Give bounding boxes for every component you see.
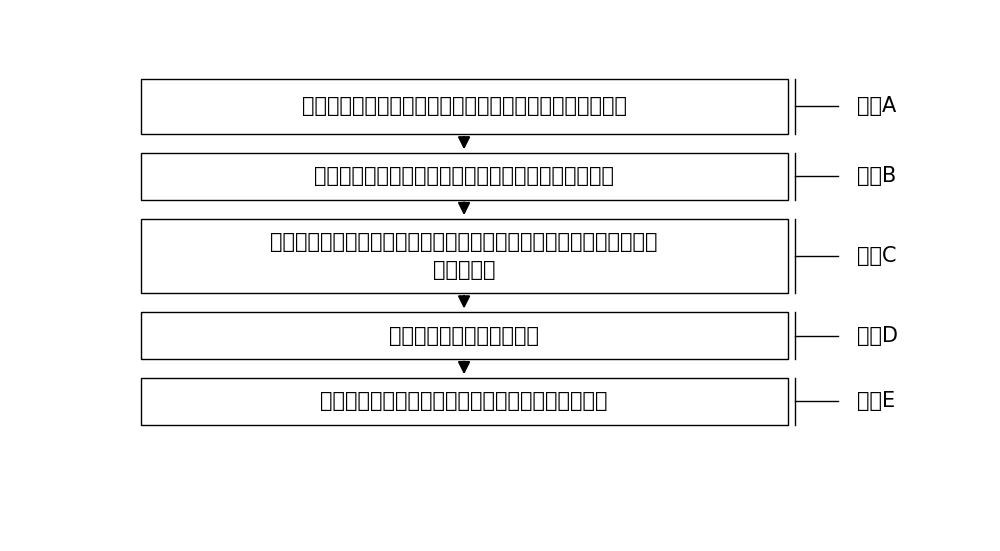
Bar xyxy=(140,378,788,425)
Text: 测试碲镉汞器件表面的厚度: 测试碲镉汞器件表面的厚度 xyxy=(389,326,539,345)
Bar xyxy=(140,312,788,359)
Text: 对碲镉汞材料器件背面的碲锌镉衬底进行背面平坦化: 对碲镉汞材料器件背面的碲锌镉衬底进行背面平坦化 xyxy=(320,391,608,411)
Text: 步骤A: 步骤A xyxy=(857,96,897,116)
Text: 步骤E: 步骤E xyxy=(857,391,896,411)
Text: 将外延制备的碲锌镉基碲镉汞材料正面进行正面平坦化处理: 将外延制备的碲锌镉基碲镉汞材料正面进行正面平坦化处理 xyxy=(302,96,627,116)
Text: 步骤D: 步骤D xyxy=(857,326,898,345)
Bar xyxy=(140,219,788,293)
Text: 步骤B: 步骤B xyxy=(857,166,897,186)
Text: 步骤C: 步骤C xyxy=(857,246,897,266)
Bar xyxy=(140,79,788,134)
Text: 在互连之前将制备的碲镉汞器件正面进行光刻胶保护，将器件正面粘结
在玻璃板上: 在互连之前将制备的碲镉汞器件正面进行光刻胶保护，将器件正面粘结 在玻璃板上 xyxy=(270,232,658,280)
Text: 将表面平坦化处理后的正面进行标准的碲镉汞器件制备: 将表面平坦化处理后的正面进行标准的碲镉汞器件制备 xyxy=(314,166,614,186)
Bar xyxy=(140,153,788,200)
